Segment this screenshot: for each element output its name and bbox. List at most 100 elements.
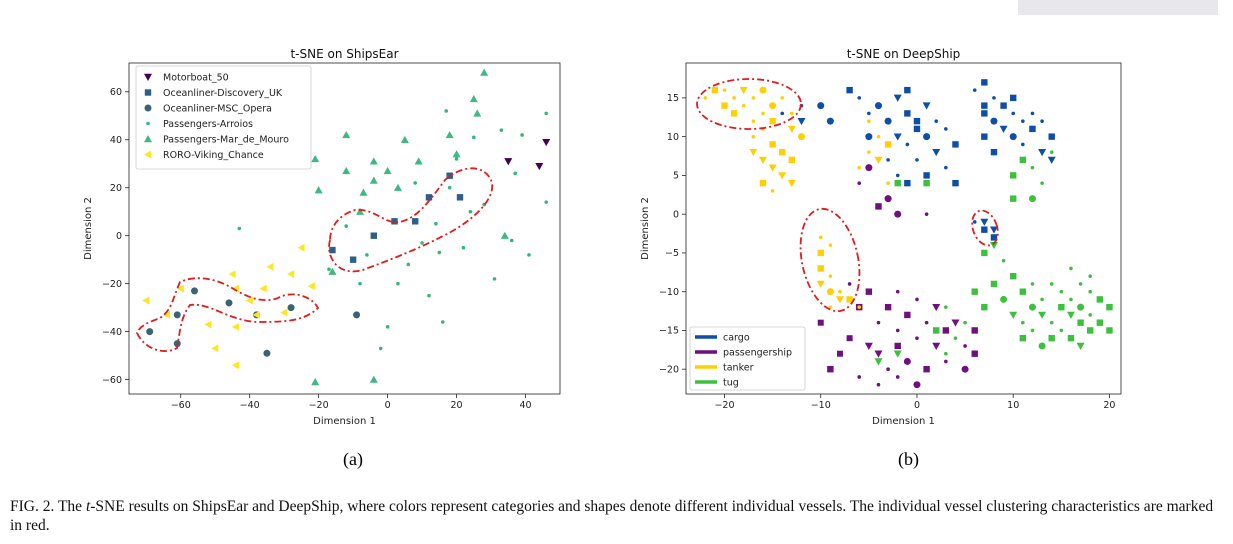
legend-marker [144, 135, 152, 143]
data-point [923, 172, 930, 179]
data-point [981, 102, 988, 109]
data-point [1048, 133, 1055, 140]
data-point [972, 220, 977, 224]
data-point [406, 262, 411, 267]
data-point [884, 141, 892, 148]
data-point [894, 179, 901, 187]
data-point [913, 381, 921, 389]
data-point [1029, 125, 1036, 133]
data-point [420, 241, 424, 245]
data-point [981, 226, 988, 233]
data-point [520, 133, 524, 137]
data-point [353, 311, 361, 319]
data-point [895, 173, 900, 178]
data-point [923, 365, 930, 373]
data-point [944, 127, 948, 131]
data-point [924, 320, 929, 325]
data-point [1076, 342, 1085, 350]
data-point [456, 194, 464, 201]
data-point [874, 358, 883, 366]
data-point [391, 218, 398, 225]
data-point [913, 117, 921, 125]
data-point [314, 186, 323, 194]
data-point [440, 320, 445, 324]
data-point [1069, 266, 1073, 271]
data-point [828, 243, 833, 247]
data-point [857, 165, 862, 170]
data-point [932, 303, 941, 312]
data-point [1059, 328, 1064, 333]
data-point [952, 179, 959, 187]
data-point [874, 156, 883, 164]
series-cargo [780, 79, 1056, 241]
data-point [818, 235, 823, 240]
data-point [480, 68, 489, 76]
data-point [827, 365, 834, 373]
data-point [1048, 334, 1055, 342]
legend-label: Oceanliner-MSC_Opera [163, 104, 272, 115]
data-point [413, 181, 417, 185]
data-point [1010, 195, 1017, 202]
x-axis-label: Dimension 1 [872, 416, 935, 427]
data-point [1088, 313, 1093, 317]
data-point [1038, 342, 1046, 350]
data-point [779, 148, 786, 156]
data-point [904, 179, 911, 187]
data-point [990, 234, 998, 241]
panel-label-a: (a) [343, 449, 363, 469]
data-point [1106, 327, 1113, 334]
data-point [703, 96, 708, 100]
data-point [816, 280, 825, 288]
data-point [1077, 303, 1085, 311]
data-point [1019, 156, 1027, 164]
cluster-outline [136, 277, 320, 352]
y-tick-label: 0 [116, 231, 122, 242]
data-point [311, 154, 320, 163]
data-point [942, 327, 950, 334]
legend-label: Passengers-Mar_de_Mouro [163, 135, 289, 146]
data-point [473, 109, 482, 117]
data-point [452, 150, 461, 158]
data-point [369, 176, 378, 184]
data-point [287, 304, 295, 312]
data-point [544, 200, 549, 204]
data-point [770, 189, 775, 193]
x-tick-label: 0 [914, 400, 920, 411]
data-point [349, 256, 357, 263]
data-point [231, 322, 240, 331]
data-point [461, 245, 466, 250]
data-point [893, 133, 902, 141]
data-point [884, 303, 892, 311]
data-point [758, 156, 767, 164]
data-point [500, 231, 509, 239]
data-point [817, 249, 824, 257]
data-point [437, 250, 442, 255]
data-point [922, 102, 931, 110]
legend-label: Passengers-Arroios [163, 119, 253, 130]
x-tick-label: 20 [1103, 400, 1115, 411]
series-motorboat-50 [504, 138, 551, 171]
x-tick-label: −10 [811, 400, 831, 411]
data-point [886, 367, 890, 371]
data-point [1049, 150, 1054, 154]
x-tick-label: 0 [385, 400, 391, 411]
data-point [211, 344, 219, 353]
data-point [846, 296, 853, 303]
data-point [721, 102, 728, 109]
y-tick-label: 0 [673, 209, 679, 220]
series-tanker [703, 86, 892, 309]
data-point [365, 253, 369, 257]
legend-marker [144, 150, 152, 159]
data-point [263, 349, 271, 357]
x-tick-label: −40 [240, 400, 260, 411]
data-point [411, 218, 419, 225]
data-point [981, 303, 988, 311]
panel-label-b: (b) [898, 449, 919, 469]
data-point [1019, 288, 1027, 295]
chart-title: t-SNE on DeepShip [847, 47, 961, 61]
data-point [1030, 328, 1035, 333]
data-point [828, 274, 833, 278]
data-point [1047, 156, 1056, 164]
data-point [893, 94, 902, 102]
x-axis-label: Dimension 1 [313, 416, 376, 427]
